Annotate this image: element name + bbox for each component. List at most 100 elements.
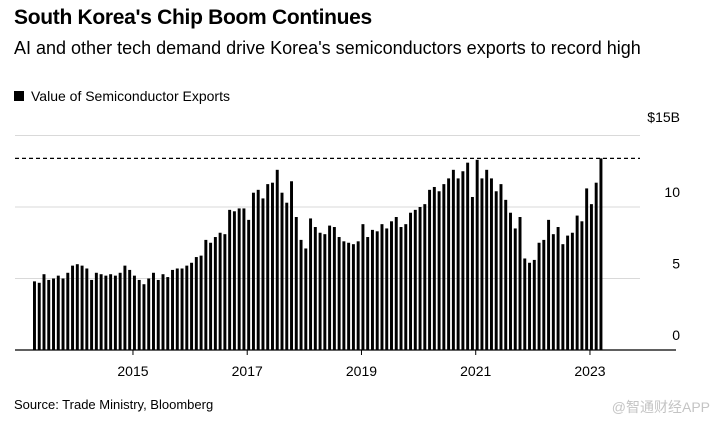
bar — [152, 272, 155, 350]
bar — [209, 242, 213, 350]
bar — [94, 272, 98, 350]
bar — [442, 184, 446, 350]
bar — [61, 278, 65, 350]
bar — [542, 239, 546, 350]
bar — [190, 262, 194, 350]
bar — [375, 231, 379, 350]
bar — [351, 244, 355, 350]
bar — [285, 202, 289, 350]
bar — [437, 191, 441, 350]
bar — [228, 209, 232, 350]
bar — [580, 221, 584, 350]
bar — [428, 189, 432, 350]
bar — [294, 217, 298, 350]
bar — [266, 184, 270, 350]
bar — [489, 178, 493, 350]
bar — [575, 215, 579, 350]
bar — [213, 237, 217, 350]
bar — [304, 248, 308, 350]
bar — [556, 227, 560, 350]
bar — [390, 221, 393, 350]
bar — [85, 268, 89, 350]
bar — [342, 241, 346, 350]
bar — [180, 268, 184, 350]
bar — [451, 169, 455, 350]
bar — [551, 234, 555, 350]
bar — [547, 219, 551, 350]
bar — [232, 211, 236, 350]
bar — [328, 225, 332, 350]
bar — [185, 265, 189, 350]
x-tick-label: 2015 — [117, 363, 148, 379]
bar — [223, 234, 227, 350]
bar — [123, 265, 127, 350]
bar — [109, 274, 113, 350]
bar — [399, 227, 403, 350]
y-tick-label: 5 — [672, 256, 680, 272]
bar — [504, 199, 508, 350]
bar — [470, 196, 474, 350]
bar — [313, 227, 317, 350]
bar — [199, 255, 203, 350]
bar — [380, 224, 384, 350]
bar — [494, 191, 498, 350]
bar — [118, 272, 122, 350]
bar — [42, 274, 46, 350]
bar — [113, 275, 117, 350]
bar — [194, 257, 198, 350]
bar — [242, 208, 246, 350]
bar-series — [33, 158, 603, 350]
bar — [75, 264, 79, 350]
bar — [561, 244, 565, 350]
bar — [99, 274, 103, 350]
bar — [280, 192, 284, 350]
bar — [299, 239, 303, 350]
legend-label: Value of Semiconductor Exports — [31, 88, 230, 104]
bar — [366, 237, 370, 350]
bar — [356, 241, 360, 350]
bar — [409, 212, 413, 350]
bar — [33, 281, 36, 350]
bar — [332, 227, 336, 350]
bar — [275, 169, 279, 350]
source-note: Source: Trade Ministry, Bloomberg — [14, 397, 214, 412]
bar — [256, 189, 260, 350]
bar — [318, 232, 322, 350]
legend: Value of Semiconductor Exports — [14, 88, 230, 104]
bar — [56, 275, 60, 350]
chart-title: South Korea's Chip Boom Continues — [14, 6, 372, 29]
bar — [156, 279, 160, 350]
bar — [518, 217, 522, 350]
legend-swatch-icon — [14, 91, 24, 101]
bar — [423, 204, 427, 350]
bar — [347, 242, 351, 350]
bar — [394, 217, 398, 350]
y-tick-label: $15B — [647, 109, 680, 125]
bar — [290, 181, 293, 350]
bar — [589, 204, 593, 350]
bar — [466, 162, 470, 350]
bar — [171, 269, 174, 350]
bar — [370, 229, 374, 350]
y-tick-label: 0 — [672, 327, 680, 343]
bar — [90, 279, 94, 350]
bar — [385, 228, 389, 350]
bar — [251, 192, 255, 350]
bar — [161, 274, 165, 350]
chart-subtitle: AI and other tech demand drive Korea's s… — [14, 38, 641, 58]
x-tick-label: 2021 — [460, 363, 491, 379]
bar — [80, 265, 84, 350]
gridlines — [15, 135, 640, 279]
bar — [570, 232, 574, 350]
bar — [475, 159, 479, 350]
axes: 0 5 10 $15B 2015 2017 2019 2021 2023 — [15, 109, 680, 379]
bar — [271, 182, 274, 350]
bar — [413, 209, 417, 350]
bar — [175, 268, 179, 350]
bar — [132, 275, 136, 350]
bar — [147, 278, 151, 350]
bar — [218, 232, 222, 350]
x-tick-label: 2023 — [574, 363, 605, 379]
bar — [594, 182, 598, 350]
